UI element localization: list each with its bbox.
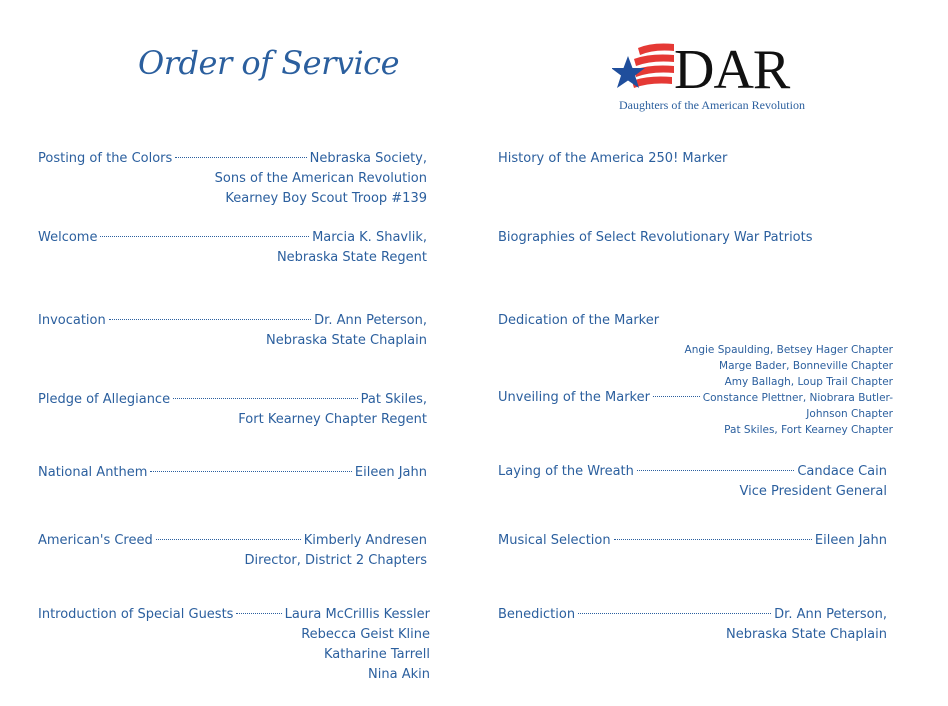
service-item-row: Pledge of Allegiance Pat Skiles, — [38, 390, 427, 410]
service-item: Pledge of Allegiance Pat Skiles, Fort Kear… — [38, 390, 427, 430]
service-item-label: Dedication of the Marker — [498, 313, 660, 328]
dotted-leader — [150, 471, 352, 472]
service-item: Angie Spaulding, Betsey Hager Chapter Mar… — [498, 342, 893, 438]
service-item-participant: Eileen Jahn — [354, 465, 427, 480]
service-item-label: History of the America 250! Marker — [498, 151, 728, 166]
service-item-row: History of the America 250! Marker — [498, 149, 887, 169]
participant-line: Fort Kearney Chapter Regent — [238, 412, 427, 427]
flag-star-icon — [612, 43, 674, 88]
service-item-row: National Anthem Eileen Jahn — [38, 463, 427, 483]
dotted-leader — [613, 539, 812, 540]
service-item-participant: Constance Plettner, Niobrara Butler- — [702, 392, 893, 404]
service-item: Benediction Dr. Ann Peterson, Nebraska Sta… — [498, 605, 887, 645]
dotted-leader — [652, 396, 700, 397]
service-item: History of the America 250! Marker — [498, 149, 887, 169]
service-item-label: Benediction — [498, 607, 576, 622]
service-item: Dedication of the Marker — [498, 311, 887, 331]
service-item-label: Welcome — [38, 230, 98, 245]
service-item-row: Musical Selection Eileen Jahn — [498, 531, 887, 551]
service-item-label: Biographies of Select Revolutionary War … — [498, 230, 813, 245]
service-item-row: American's Creed Kimberly Andresen — [38, 531, 427, 551]
dotted-leader — [155, 539, 301, 540]
service-item: American's Creed Kimberly Andresen Directo… — [38, 531, 427, 571]
dotted-leader — [108, 319, 312, 320]
participant-line: Rebecca Geist Kline — [301, 627, 430, 642]
service-item: Welcome Marcia K. Shavlik, Nebraska State … — [38, 228, 427, 268]
participant-line: Nina Akin — [368, 667, 430, 682]
participant-line: Johnson Chapter — [806, 408, 893, 420]
dotted-leader — [100, 236, 310, 237]
dotted-leader — [175, 157, 307, 158]
participant-line: Sons of the American Revolution — [214, 171, 427, 186]
service-item-label: National Anthem — [38, 465, 148, 480]
service-item-row: Introduction of Special Guests Laura McCr… — [38, 605, 430, 625]
participant-line: Katharine Tarrell — [323, 647, 430, 662]
dotted-leader — [578, 613, 772, 614]
page-title: Order of Service — [138, 44, 400, 82]
dotted-leader — [173, 398, 358, 399]
participant-line: Angie Spaulding, Betsey Hager Chapter — [684, 344, 893, 356]
logo-text: DAR — [674, 39, 790, 101]
service-item: National Anthem Eileen Jahn — [38, 463, 427, 483]
service-item-label: Laying of the Wreath — [498, 464, 634, 479]
service-item-participant: Candace Cain — [797, 464, 887, 479]
service-item-row: Invocation Dr. Ann Peterson, — [38, 311, 427, 331]
service-item: Musical Selection Eileen Jahn — [498, 531, 887, 551]
service-item-label: Posting of the Colors — [38, 151, 173, 166]
service-item-row: Posting of the Colors Nebraska Society, — [38, 149, 427, 169]
service-item-participant: Laura McCrillis Kessler — [284, 607, 430, 622]
service-item-row: Welcome Marcia K. Shavlik, — [38, 228, 427, 248]
service-item-label: American's Creed — [38, 533, 153, 548]
service-item-row: Laying of the Wreath Candace Cain — [498, 462, 887, 482]
service-item-row: Benediction Dr. Ann Peterson, — [498, 605, 887, 625]
service-item-label: Pledge of Allegiance — [38, 392, 171, 407]
service-item: Invocation Dr. Ann Peterson, Nebraska Stat… — [38, 311, 427, 351]
dar-logo: DAR Daughters of the American Revolution — [612, 39, 812, 116]
participant-line: Marge Bader, Bonneville Chapter — [719, 360, 893, 372]
participant-line: Nebraska State Chaplain — [266, 333, 427, 348]
dotted-leader — [236, 613, 282, 614]
service-item-row: Biographies of Select Revolutionary War … — [498, 228, 887, 248]
participant-line: Nebraska State Regent — [276, 250, 427, 265]
service-item-participant: Kimberly Andresen — [303, 533, 427, 548]
service-item: Laying of the Wreath Candace Cain Vice Pre… — [498, 462, 887, 502]
service-item-participant: Marcia K. Shavlik, — [312, 230, 427, 245]
participant-line: Vice President General — [739, 484, 887, 499]
service-item: Introduction of Special Guests Laura McCr… — [38, 605, 430, 685]
participant-line: Amy Ballagh, Loup Trail Chapter — [724, 376, 893, 388]
dotted-leader — [636, 470, 795, 471]
participant-line: Nebraska State Chaplain — [726, 627, 887, 642]
service-item-label: Invocation — [38, 313, 106, 328]
participant-line: Kearney Boy Scout Troop #139 — [225, 191, 427, 206]
service-item-label: Introduction of Special Guests — [38, 607, 234, 622]
service-item-participant: Nebraska Society, — [309, 151, 427, 166]
participant-line: Director, District 2 Chapters — [244, 553, 427, 568]
service-item: Posting of the Colors Nebraska Society, So… — [38, 149, 427, 209]
service-item-row: Unveiling of the Marker Constance Plettne… — [498, 390, 893, 406]
service-item-participant: Pat Skiles, — [360, 392, 427, 407]
service-item-label: Musical Selection — [498, 533, 611, 548]
logo-subtitle: Daughters of the American Revolution — [619, 98, 805, 112]
service-item: Biographies of Select Revolutionary War … — [498, 228, 887, 248]
service-item-participant: Dr. Ann Peterson, — [774, 607, 887, 622]
service-item-label: Unveiling of the Marker — [498, 390, 650, 405]
service-item-row: Dedication of the Marker — [498, 311, 887, 331]
participant-line: Pat Skiles, Fort Kearney Chapter — [724, 424, 893, 436]
service-item-participant: Eileen Jahn — [814, 533, 887, 548]
service-item-participant: Dr. Ann Peterson, — [314, 313, 427, 328]
